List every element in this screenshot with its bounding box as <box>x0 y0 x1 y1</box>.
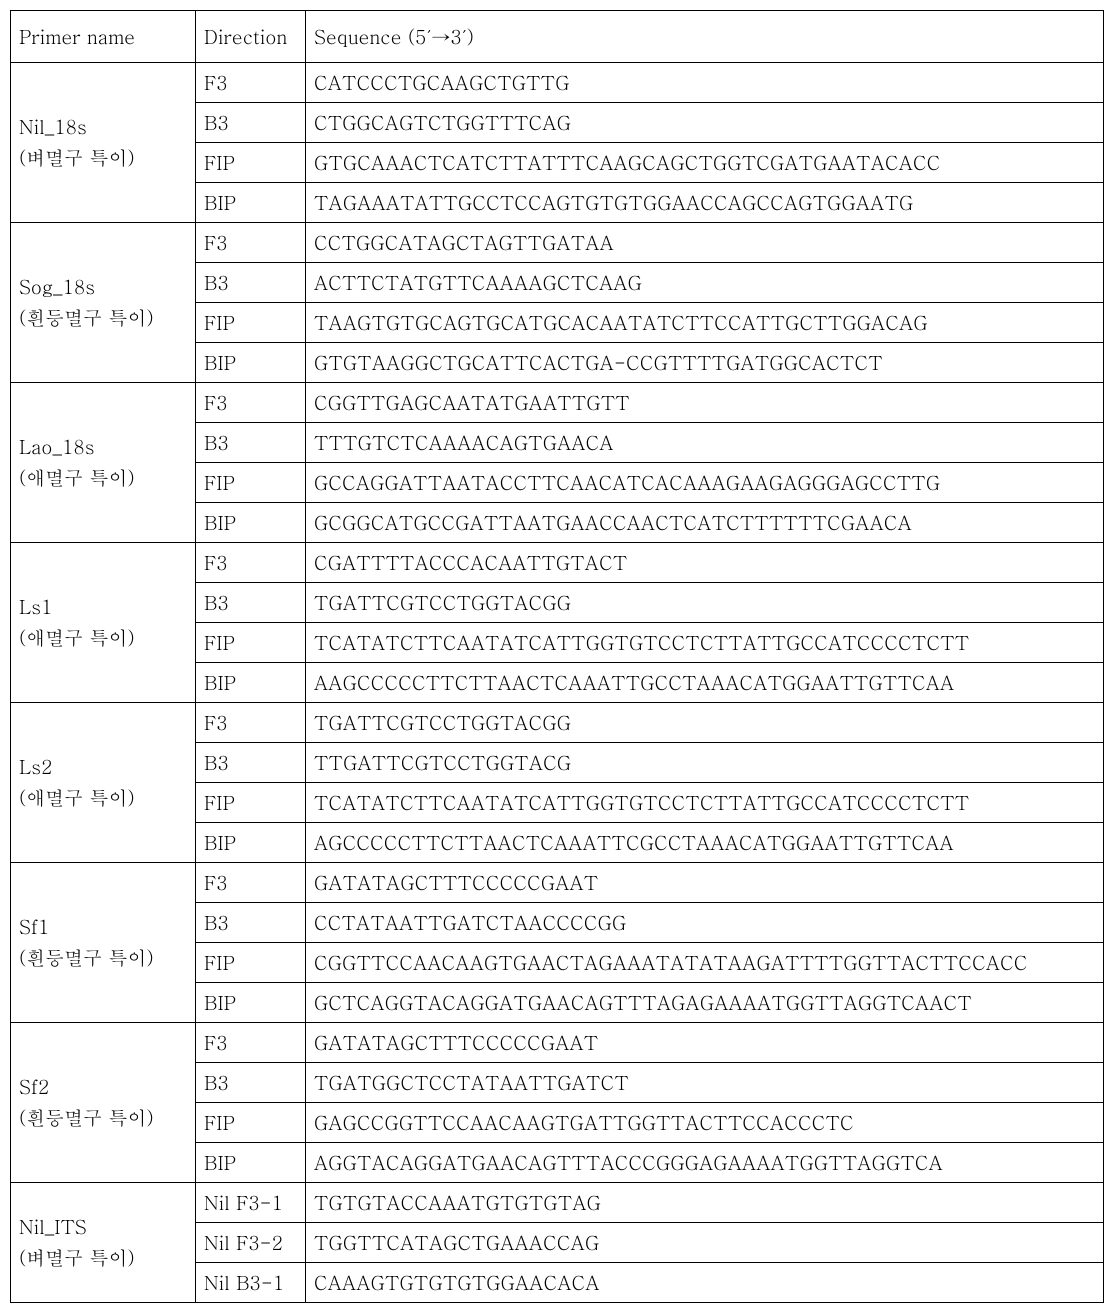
sequence-cell: TTTGTCTCAAAACAGTGAACA <box>306 423 1104 463</box>
direction-cell: B3 <box>196 743 306 783</box>
primer-name-line1: Ls2 <box>19 752 187 782</box>
direction-cell: FIP <box>196 303 306 343</box>
primer-name-cell: Sf1(흰등멸구 특이) <box>11 863 196 1023</box>
primer-name-cell: Nil_ITS(벼멸구 특이) <box>11 1183 196 1303</box>
table-row: Sf2(흰등멸구 특이)F3GATATAGCTTTCCCCCGAAT <box>11 1023 1104 1063</box>
sequence-cell: TCATATCTTCAATATCATTGGTGTCCTCTTATTGCCATCC… <box>306 623 1104 663</box>
direction-cell: Nil F3-2 <box>196 1223 306 1263</box>
sequence-cell: TAGAAATATTGCCTCCAGTGTGTGGAACCAGCCAGTGGAA… <box>306 183 1104 223</box>
table-row: Sog_18s(흰등멸구 특이)F3CCTGGCATAGCTAGTTGATAA <box>11 223 1104 263</box>
primer-name-line1: Ls1 <box>19 592 187 622</box>
sequence-cell: CCTGGCATAGCTAGTTGATAA <box>306 223 1104 263</box>
direction-cell: F3 <box>196 63 306 103</box>
direction-cell: BIP <box>196 663 306 703</box>
direction-cell: BIP <box>196 503 306 543</box>
direction-cell: F3 <box>196 223 306 263</box>
sequence-cell: CTGGCAGTCTGGTTTCAG <box>306 103 1104 143</box>
direction-cell: F3 <box>196 703 306 743</box>
direction-cell: FIP <box>196 943 306 983</box>
sequence-cell: TGATTCGTCCTGGTACGG <box>306 703 1104 743</box>
table-row: Lao_18s(애멸구 특이)F3CGGTTGAGCAATATGAATTGTT <box>11 383 1104 423</box>
sequence-cell: TCATATCTTCAATATCATTGGTGTCCTCTTATTGCCATCC… <box>306 783 1104 823</box>
direction-cell: FIP <box>196 463 306 503</box>
sequence-cell: AGGTACAGGATGAACAGTTTACCCGGGAGAAAATGGTTAG… <box>306 1143 1104 1183</box>
sequence-cell: TTGATTCGTCCTGGTACG <box>306 743 1104 783</box>
sequence-cell: TGGTTCATAGCTGAAACCAG <box>306 1223 1104 1263</box>
sequence-cell: CAAAGTGTGTGTGGAACACA <box>306 1263 1104 1303</box>
primer-name-cell: Ls1(애멸구 특이) <box>11 543 196 703</box>
sequence-cell: CGGTTCCAACAAGTGAACTAGAAATATATAAGATTTTGGT… <box>306 943 1104 983</box>
sequence-cell: ACTTCTATGTTCAAAAGCTCAAG <box>306 263 1104 303</box>
table-row: Sf1(흰등멸구 특이)F3GATATAGCTTTCCCCCGAAT <box>11 863 1104 903</box>
direction-cell: B3 <box>196 423 306 463</box>
sequence-cell: GAGCCGGTTCCAACAAGTGATTGGTTACTTCCACCCTC <box>306 1103 1104 1143</box>
direction-cell: FIP <box>196 783 306 823</box>
primer-name-line1: Lao_18s <box>19 432 187 462</box>
sequence-cell: GTGCAAACTCATCTTATTTCAAGCAGCTGGTCGATGAATA… <box>306 143 1104 183</box>
sequence-cell: TGATGGCTCCTATAATTGATCT <box>306 1063 1104 1103</box>
sequence-cell: CCTATAATTGATCTAACCCCGG <box>306 903 1104 943</box>
sequence-cell: TAAGTGTGCAGTGCATGCACAATATCTTCCATTGCTTGGA… <box>306 303 1104 343</box>
direction-cell: B3 <box>196 103 306 143</box>
primer-name-line2: (흰등멸구 특이) <box>19 303 187 333</box>
primer-name-line1: Nil_18s <box>19 112 187 142</box>
table-row: Ls1(애멸구 특이)F3CGATTTTACCCACAATTGTACT <box>11 543 1104 583</box>
primer-name-cell: Ls2(애멸구 특이) <box>11 703 196 863</box>
primer-name-line1: Sf1 <box>19 912 187 942</box>
primer-name-line2: (흰등멸구 특이) <box>19 1103 187 1133</box>
sequence-cell: AAGCCCCCTTCTTAACTCAAATTGCCTAAACATGGAATTG… <box>306 663 1104 703</box>
header-sequence: Sequence (5′→3′) <box>306 11 1104 63</box>
header-primer: Primer name <box>11 11 196 63</box>
table-row: Ls2(애멸구 특이)F3TGATTCGTCCTGGTACGG <box>11 703 1104 743</box>
table-row: Nil_18s(벼멸구 특이)F3CATCCCTGCAAGCTGTTG <box>11 63 1104 103</box>
table-row: Nil_ITS(벼멸구 특이)Nil F3-1TGTGTACCAAATGTGTG… <box>11 1183 1104 1223</box>
primer-name-cell: Lao_18s(애멸구 특이) <box>11 383 196 543</box>
primer-name-line2: (흰등멸구 특이) <box>19 943 187 973</box>
header-direction: Direction <box>196 11 306 63</box>
sequence-cell: TGATTCGTCCTGGTACGG <box>306 583 1104 623</box>
primer-name-cell: Nil_18s(벼멸구 특이) <box>11 63 196 223</box>
direction-cell: FIP <box>196 143 306 183</box>
direction-cell: Nil F3-1 <box>196 1183 306 1223</box>
sequence-cell: CGGTTGAGCAATATGAATTGTT <box>306 383 1104 423</box>
primer-name-line2: (애멸구 특이) <box>19 463 187 493</box>
sequence-cell: GCTCAGGTACAGGATGAACAGTTTAGAGAAAATGGTTAGG… <box>306 983 1104 1023</box>
sequence-cell: GTGTAAGGCTGCATTCACTGA-CCGTTTTGATGGCACTCT <box>306 343 1104 383</box>
direction-cell: B3 <box>196 1063 306 1103</box>
sequence-cell: GATATAGCTTTCCCCCGAAT <box>306 863 1104 903</box>
table-header-row: Primer name Direction Sequence (5′→3′) <box>11 11 1104 63</box>
sequence-cell: GCGGCATGCCGATTAATGAACCAACTCATCTTTTTTCGAA… <box>306 503 1104 543</box>
direction-cell: F3 <box>196 543 306 583</box>
sequence-cell: TGTGTACCAAATGTGTGTAG <box>306 1183 1104 1223</box>
primer-name-line1: Sf2 <box>19 1072 187 1102</box>
direction-cell: BIP <box>196 983 306 1023</box>
direction-cell: B3 <box>196 263 306 303</box>
direction-cell: F3 <box>196 383 306 423</box>
direction-cell: Nil B3-1 <box>196 1263 306 1303</box>
primer-name-line1: Nil_ITS <box>19 1212 187 1242</box>
primer-name-line1: Sog_18s <box>19 272 187 302</box>
primer-name-line2: (애멸구 특이) <box>19 623 187 653</box>
direction-cell: BIP <box>196 183 306 223</box>
direction-cell: B3 <box>196 583 306 623</box>
primer-name-line2: (벼멸구 특이) <box>19 1243 187 1273</box>
primer-name-cell: Sf2(흰등멸구 특이) <box>11 1023 196 1183</box>
direction-cell: F3 <box>196 863 306 903</box>
sequence-cell: AGCCCCCTTCTTAACTCAAATTCGCCTAAACATGGAATTG… <box>306 823 1104 863</box>
direction-cell: BIP <box>196 1143 306 1183</box>
direction-cell: FIP <box>196 1103 306 1143</box>
sequence-cell: GCCAGGATTAATACCTTCAACATCACAAAGAAGAGGGAGC… <box>306 463 1104 503</box>
direction-cell: B3 <box>196 903 306 943</box>
direction-cell: FIP <box>196 623 306 663</box>
sequence-cell: CATCCCTGCAAGCTGTTG <box>306 63 1104 103</box>
direction-cell: BIP <box>196 343 306 383</box>
direction-cell: F3 <box>196 1023 306 1063</box>
primer-name-line2: (애멸구 특이) <box>19 783 187 813</box>
sequence-cell: CGATTTTACCCACAATTGTACT <box>306 543 1104 583</box>
primer-name-cell: Sog_18s(흰등멸구 특이) <box>11 223 196 383</box>
primer-name-line2: (벼멸구 특이) <box>19 143 187 173</box>
primer-table: Primer name Direction Sequence (5′→3′) N… <box>10 10 1104 1303</box>
sequence-cell: GATATAGCTTTCCCCCGAAT <box>306 1023 1104 1063</box>
direction-cell: BIP <box>196 823 306 863</box>
